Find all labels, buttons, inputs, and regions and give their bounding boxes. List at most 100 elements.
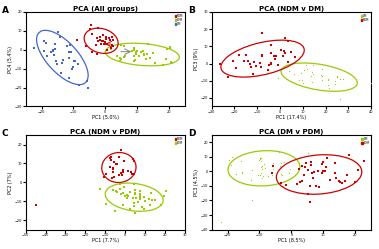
Point bbox=[137, 191, 143, 195]
Point bbox=[167, 46, 173, 50]
Point bbox=[308, 74, 314, 78]
Point bbox=[146, 42, 152, 46]
Title: PCA (NDM v DM): PCA (NDM v DM) bbox=[259, 5, 324, 11]
Point bbox=[67, 43, 73, 47]
Point bbox=[163, 189, 169, 193]
Point bbox=[124, 195, 130, 199]
Point bbox=[286, 171, 292, 175]
Point bbox=[108, 46, 114, 50]
Point bbox=[265, 68, 271, 72]
Point bbox=[255, 173, 261, 177]
Point bbox=[294, 182, 301, 186]
Point bbox=[83, 44, 89, 48]
Point bbox=[95, 39, 101, 43]
Point bbox=[60, 61, 66, 65]
Point bbox=[76, 83, 82, 87]
Point bbox=[326, 86, 332, 90]
Point bbox=[315, 169, 321, 173]
Point bbox=[52, 42, 58, 46]
Point bbox=[257, 171, 263, 175]
Point bbox=[108, 47, 114, 51]
Point bbox=[112, 209, 118, 213]
Point bbox=[132, 191, 138, 195]
Y-axis label: PC3 (4.5%): PC3 (4.5%) bbox=[194, 169, 199, 196]
Point bbox=[66, 50, 72, 54]
Point bbox=[265, 174, 271, 178]
Point bbox=[310, 63, 316, 67]
Point bbox=[257, 157, 263, 161]
Point bbox=[137, 195, 143, 199]
Point bbox=[41, 39, 47, 43]
Point bbox=[302, 166, 308, 170]
Point bbox=[122, 194, 128, 198]
Point bbox=[100, 42, 106, 46]
Y-axis label: PC2 (7%): PC2 (7%) bbox=[8, 171, 13, 193]
X-axis label: PC1 (8.5%): PC1 (8.5%) bbox=[278, 239, 305, 244]
Point bbox=[134, 49, 140, 53]
Point bbox=[281, 49, 287, 53]
Point bbox=[257, 156, 263, 160]
Point bbox=[235, 53, 241, 57]
Point bbox=[307, 184, 313, 188]
Point bbox=[217, 62, 223, 65]
Point bbox=[259, 167, 265, 171]
Point bbox=[304, 67, 310, 71]
Point bbox=[131, 204, 137, 208]
Point bbox=[332, 82, 338, 86]
Point bbox=[309, 171, 315, 175]
Point bbox=[150, 51, 156, 55]
Point bbox=[316, 185, 322, 189]
Point bbox=[50, 49, 56, 53]
Point bbox=[142, 199, 148, 203]
Point bbox=[310, 72, 316, 76]
Point bbox=[125, 169, 131, 173]
Point bbox=[64, 44, 70, 48]
Point bbox=[107, 165, 113, 169]
Point bbox=[107, 156, 113, 160]
Point bbox=[131, 159, 137, 163]
Point bbox=[107, 38, 113, 42]
Point bbox=[204, 61, 210, 64]
Point bbox=[230, 59, 236, 63]
Point bbox=[127, 190, 133, 194]
Point bbox=[100, 33, 106, 37]
Point bbox=[253, 64, 259, 68]
Point bbox=[286, 69, 292, 73]
Point bbox=[140, 49, 146, 53]
Title: PCA (DM v PDM): PCA (DM v PDM) bbox=[259, 129, 324, 135]
Point bbox=[248, 65, 254, 69]
Point bbox=[102, 42, 108, 46]
Point bbox=[287, 167, 293, 171]
Point bbox=[50, 48, 56, 52]
Point bbox=[148, 191, 154, 195]
Text: B: B bbox=[188, 6, 194, 15]
Point bbox=[229, 155, 235, 159]
Point bbox=[120, 168, 126, 172]
Point bbox=[279, 173, 285, 177]
Point bbox=[278, 181, 284, 185]
Point bbox=[303, 63, 309, 67]
Point bbox=[269, 167, 276, 171]
Point bbox=[132, 58, 138, 62]
Point bbox=[342, 179, 348, 183]
Point bbox=[308, 160, 314, 164]
Point bbox=[187, 60, 193, 64]
Point bbox=[124, 194, 130, 198]
Point bbox=[299, 165, 305, 169]
Point bbox=[335, 179, 341, 183]
Point bbox=[89, 50, 95, 54]
Point bbox=[129, 49, 135, 53]
Title: PCA (All groups): PCA (All groups) bbox=[73, 5, 138, 11]
Point bbox=[243, 53, 249, 57]
Point bbox=[164, 47, 170, 51]
Point bbox=[60, 58, 66, 62]
Point bbox=[43, 41, 49, 45]
Point bbox=[238, 159, 244, 163]
Point bbox=[319, 78, 326, 82]
Point bbox=[114, 162, 120, 166]
Point bbox=[92, 43, 99, 47]
Point bbox=[269, 161, 276, 165]
Point bbox=[344, 173, 350, 177]
Legend: DM, PDM: DM, PDM bbox=[361, 136, 370, 145]
Point bbox=[239, 171, 245, 175]
